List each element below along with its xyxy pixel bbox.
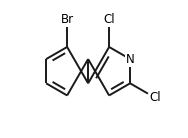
Text: Cl: Cl <box>103 13 115 26</box>
Text: Cl: Cl <box>149 91 161 104</box>
Text: N: N <box>126 53 134 66</box>
Text: Br: Br <box>61 13 74 26</box>
